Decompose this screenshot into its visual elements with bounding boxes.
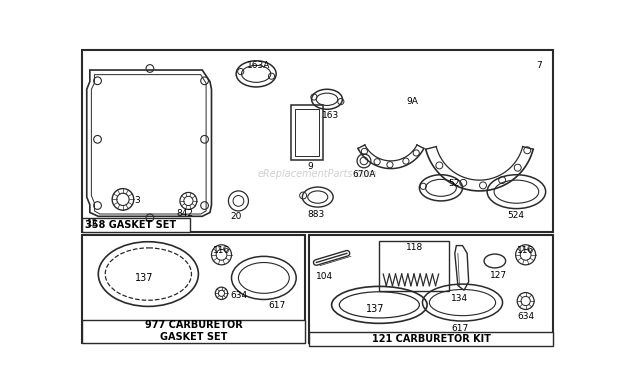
Bar — [379, 241, 449, 291]
Text: 163: 163 — [322, 111, 340, 120]
Text: 977 CARBURETOR
GASKET SET: 977 CARBURETOR GASKET SET — [145, 320, 242, 342]
Text: 634: 634 — [230, 291, 247, 300]
Bar — [294, 109, 319, 156]
Text: 9A: 9A — [406, 97, 418, 106]
Text: 634: 634 — [517, 312, 534, 321]
Text: 163A: 163A — [247, 61, 270, 70]
Text: 842: 842 — [176, 209, 193, 218]
Text: 137: 137 — [365, 304, 384, 314]
Bar — [82, 235, 306, 343]
Bar — [82, 320, 306, 343]
Text: 617: 617 — [451, 324, 469, 333]
Text: 12: 12 — [87, 219, 98, 228]
Text: 137: 137 — [135, 273, 153, 283]
Bar — [309, 235, 554, 343]
Text: 9: 9 — [307, 161, 313, 170]
Text: 127: 127 — [489, 271, 507, 280]
Text: 617: 617 — [268, 301, 286, 310]
Text: 104: 104 — [316, 272, 334, 281]
Polygon shape — [455, 246, 469, 290]
Text: 116: 116 — [213, 246, 230, 255]
Text: 670A: 670A — [352, 170, 376, 179]
Bar — [291, 105, 323, 160]
Bar — [309, 332, 554, 346]
Text: eReplacementParts.com: eReplacementParts.com — [258, 169, 378, 179]
Text: 121 CARBURETOR KIT: 121 CARBURETOR KIT — [371, 334, 490, 344]
Text: 883: 883 — [307, 210, 324, 219]
Text: 134: 134 — [451, 294, 468, 303]
Text: 7: 7 — [536, 61, 542, 70]
Text: 3: 3 — [135, 196, 140, 205]
Text: 116: 116 — [517, 246, 534, 255]
Text: 524: 524 — [507, 211, 524, 220]
Bar — [82, 218, 190, 232]
Bar — [82, 50, 554, 232]
Text: 20: 20 — [231, 212, 242, 221]
Text: 52: 52 — [449, 179, 460, 188]
Text: 118: 118 — [405, 242, 423, 251]
Text: 358 GASKET SET: 358 GASKET SET — [85, 220, 176, 230]
